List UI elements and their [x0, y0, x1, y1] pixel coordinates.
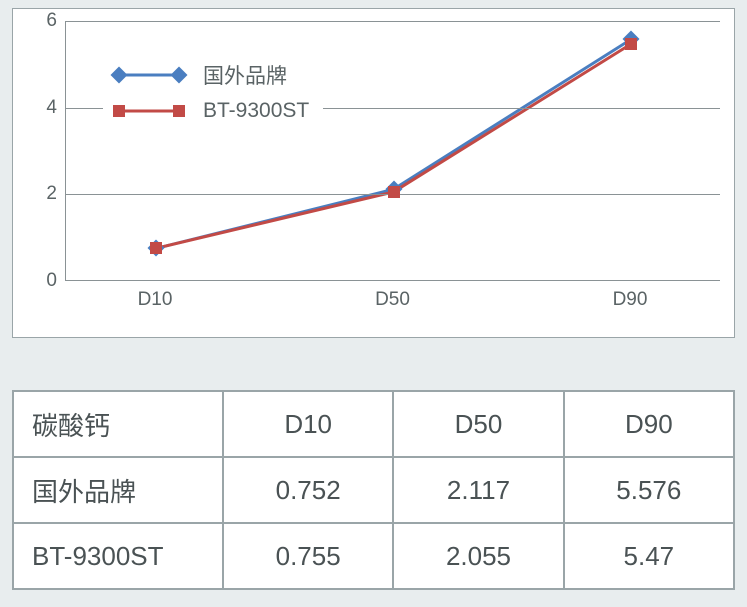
table-col-header: D10 [223, 391, 393, 457]
table-cell: 2.055 [393, 523, 563, 589]
table-row-label: BT-9300ST [13, 523, 223, 589]
table-cell: 5.47 [564, 523, 734, 589]
table-corner-cell: 碳酸钙 [13, 391, 223, 457]
table-row: 国外品牌0.7522.1175.576 [13, 457, 734, 523]
table-cell: 2.117 [393, 457, 563, 523]
table-cell: 0.752 [223, 457, 393, 523]
legend-label: BT-9300ST [203, 99, 309, 123]
x-tick-label: D10 [138, 289, 173, 311]
legend-label: 国外品牌 [203, 60, 287, 90]
y-tick-label: 4 [33, 97, 57, 119]
table-row: BT-9300ST0.7552.0555.47 [13, 523, 734, 589]
legend-swatch [113, 68, 185, 82]
table-col-header: D90 [564, 391, 734, 457]
gridline [66, 21, 720, 22]
series-marker [150, 242, 162, 254]
series-marker [388, 186, 400, 198]
table-cell: 0.755 [223, 523, 393, 589]
x-tick-label: D50 [375, 289, 410, 311]
data-table: 碳酸钙 D10 D50 D90 国外品牌0.7522.1175.576BT-93… [12, 390, 735, 590]
table-body: 国外品牌0.7522.1175.576BT-9300ST0.7552.0555.… [13, 457, 734, 589]
y-tick-label: 6 [33, 10, 57, 32]
table-header-row: 碳酸钙 D10 D50 D90 [13, 391, 734, 457]
legend: 国外品牌 BT-9300ST [103, 49, 323, 137]
series-marker [625, 38, 637, 50]
y-tick-label: 0 [33, 270, 57, 292]
x-tick-label: D90 [613, 289, 648, 311]
chart-panel: 国外品牌 BT-9300ST 0 2 4 6 D10 D50 D90 [12, 8, 735, 338]
table-col-header: D50 [393, 391, 563, 457]
figure-container: 国外品牌BT-9300ST 0246D10D50D90 碳酸钙 D10 D50 … [0, 0, 747, 607]
legend-swatch [113, 104, 185, 118]
y-tick-label: 2 [33, 183, 57, 205]
table-cell: 5.576 [564, 457, 734, 523]
legend-item: 国外品牌 [113, 57, 309, 93]
table-row-label: 国外品牌 [13, 457, 223, 523]
legend-item: BT-9300ST [113, 93, 309, 129]
